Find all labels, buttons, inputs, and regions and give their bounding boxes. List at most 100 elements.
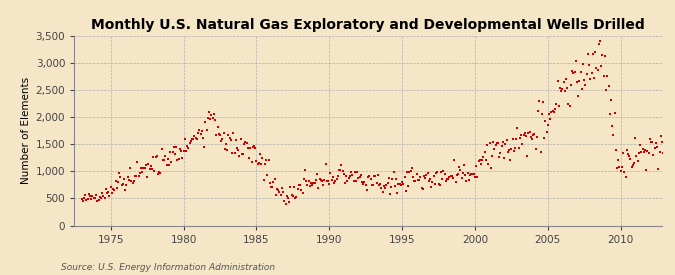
Point [425, 177, 435, 181]
Point [399, 175, 410, 179]
Point [470, 163, 481, 168]
Point [560, 89, 570, 94]
Point [105, 185, 116, 189]
Point [382, 181, 393, 186]
Point [622, 148, 632, 152]
Point [613, 158, 624, 162]
Point [437, 177, 448, 181]
Point [307, 183, 318, 187]
Point [525, 135, 536, 139]
Point [241, 141, 252, 145]
Point [362, 188, 373, 192]
Point [107, 191, 117, 195]
Point [450, 180, 461, 184]
Point [238, 152, 248, 156]
Point [587, 51, 598, 56]
Point [92, 199, 103, 204]
Point [454, 165, 464, 169]
Point [604, 112, 615, 116]
Point [275, 192, 286, 197]
Point [583, 51, 593, 56]
Point [271, 187, 282, 191]
Point [108, 187, 119, 192]
Point [215, 133, 225, 137]
Point [393, 182, 404, 186]
Point [111, 185, 122, 190]
Point [358, 182, 369, 186]
Point [658, 151, 669, 155]
Point [344, 174, 355, 178]
Point [267, 185, 277, 189]
Point [296, 188, 306, 192]
Point [540, 119, 551, 123]
Point [562, 86, 572, 90]
Point [364, 173, 375, 178]
Point [477, 158, 487, 163]
Point [229, 150, 240, 155]
Point [520, 133, 531, 138]
Point [180, 137, 190, 142]
Point [435, 170, 446, 175]
Point [411, 172, 422, 176]
Point [426, 185, 437, 189]
Point [371, 180, 382, 185]
Point [574, 79, 585, 83]
Point [352, 170, 362, 174]
Point [654, 150, 665, 154]
Point [222, 148, 233, 152]
Point [491, 141, 502, 145]
Point [483, 162, 493, 166]
Point [269, 177, 280, 181]
Point [143, 162, 154, 166]
Point [602, 74, 613, 79]
Point [173, 156, 184, 161]
Point [320, 162, 331, 166]
Point [423, 171, 433, 175]
Point [171, 145, 182, 149]
Point [598, 73, 609, 78]
Point [159, 158, 169, 163]
Point [350, 169, 360, 174]
Point [642, 149, 653, 154]
Point [547, 109, 558, 113]
Point [187, 137, 198, 141]
Point [195, 131, 206, 136]
Point [652, 145, 663, 149]
Point [317, 179, 327, 183]
Point [593, 42, 604, 47]
Point [261, 158, 271, 162]
Point [219, 147, 230, 152]
Point [277, 186, 288, 191]
Point [213, 131, 224, 136]
Point [166, 160, 177, 164]
Point [379, 184, 389, 189]
Point [651, 141, 661, 145]
Point [408, 175, 418, 179]
Point [534, 99, 545, 104]
Point [331, 177, 342, 182]
Point [362, 175, 373, 180]
Point [641, 167, 651, 172]
Point [448, 176, 458, 180]
Point [188, 136, 198, 141]
Point [348, 178, 359, 183]
Point [470, 175, 481, 180]
Point [647, 140, 657, 144]
Point [385, 192, 396, 196]
Point [441, 177, 452, 181]
Point [610, 111, 620, 116]
Point [233, 148, 244, 153]
Point [439, 172, 450, 176]
Point [314, 177, 325, 182]
Point [113, 180, 124, 184]
Point [313, 185, 324, 190]
Point [526, 136, 537, 141]
Point [136, 165, 146, 170]
Point [386, 185, 397, 189]
Point [460, 172, 470, 177]
Point [467, 172, 478, 177]
Point [165, 150, 176, 155]
Point [420, 176, 431, 180]
Point [310, 178, 321, 182]
Point [597, 53, 608, 57]
